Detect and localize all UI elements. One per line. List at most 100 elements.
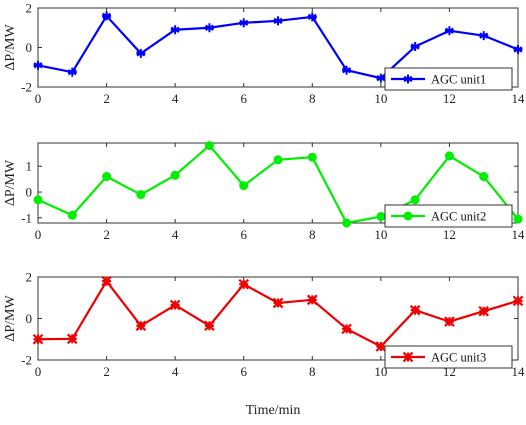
x-tick-label: 2: [103, 364, 110, 379]
y-tick-label: 1: [26, 159, 33, 174]
y-tick-label: 2: [26, 1, 33, 16]
data-point: [273, 155, 283, 165]
legend: AGC unit2: [384, 204, 513, 228]
x-tick-label: 12: [443, 227, 456, 242]
data-point: [307, 294, 318, 306]
data-point: [376, 212, 386, 222]
x-tick-label: 14: [512, 364, 526, 379]
x-tick-label: 6: [240, 227, 247, 242]
data-point: [409, 304, 421, 316]
y-tick-label: -2: [21, 353, 32, 368]
legend-marker: [402, 351, 414, 363]
data-point: [410, 42, 420, 52]
x-tick-label: 8: [309, 91, 316, 106]
y-tick-label: -1: [21, 210, 32, 225]
data-point: [375, 341, 387, 352]
x-tick-label: 8: [309, 227, 316, 242]
legend: AGC unit3: [384, 345, 513, 369]
legend: AGC unit1: [384, 67, 513, 91]
x-axis-label: Time/min: [246, 403, 301, 418]
data-point: [67, 210, 77, 220]
data-point: [170, 170, 180, 180]
data-point: [135, 320, 147, 332]
data-point: [169, 299, 181, 311]
x-tick-label: 6: [240, 364, 247, 379]
data-point: [444, 316, 455, 327]
data-point: [444, 151, 454, 161]
x-tick-label: 14: [512, 227, 526, 242]
x-tick-label: 10: [374, 91, 387, 106]
data-point: [67, 67, 77, 77]
data-point: [239, 181, 249, 191]
data-point: [204, 320, 215, 332]
y-tick-label: 0: [26, 40, 33, 55]
data-point: [376, 73, 386, 83]
data-point: [444, 26, 454, 36]
data-point: [33, 60, 43, 70]
y-tick-label: 0: [26, 185, 33, 200]
data-point: [33, 195, 43, 205]
x-tick-label: 4: [172, 91, 179, 106]
data-point: [341, 323, 352, 335]
data-point: [479, 31, 489, 41]
x-tick-label: 14: [512, 91, 526, 106]
data-point: [272, 297, 284, 309]
data-point: [102, 172, 112, 182]
data-point: [32, 333, 44, 345]
data-point: [101, 275, 112, 287]
y-tick-label: 0: [26, 311, 33, 326]
data-point: [513, 44, 523, 54]
data-point: [342, 218, 352, 228]
legend-label: AGC unit3: [431, 351, 486, 365]
x-tick-label: 10: [374, 364, 387, 379]
legend-box: [384, 67, 513, 91]
x-tick-label: 10: [374, 227, 387, 242]
y-axis-label: ΔP/MW: [3, 295, 18, 342]
data-point: [479, 172, 489, 182]
data-point: [478, 305, 489, 317]
data-point: [512, 295, 524, 307]
data-point: [513, 214, 523, 224]
x-tick-label: 4: [172, 364, 179, 379]
x-tick-label: 0: [35, 91, 42, 106]
y-axis-label: ΔP/MW: [3, 24, 18, 71]
legend-marker: [403, 74, 413, 84]
y-axis-label: ΔP/MW: [3, 159, 18, 206]
data-point: [238, 278, 249, 290]
series-line: [37, 279, 519, 348]
x-tick-label: 4: [172, 227, 179, 242]
data-point: [410, 195, 420, 205]
x-tick-label: 6: [240, 91, 247, 106]
data-point: [204, 23, 214, 33]
data-point: [102, 11, 112, 21]
data-point: [342, 65, 352, 75]
legend-marker: [403, 211, 413, 221]
plot-frame: [37, 142, 519, 224]
x-tick-label: 0: [35, 227, 42, 242]
data-point: [67, 333, 78, 345]
data-point: [239, 18, 249, 28]
x-tick-label: 12: [443, 91, 456, 106]
data-point: [136, 48, 146, 58]
legend-box: [384, 345, 513, 369]
legend-label: AGC unit1: [431, 73, 486, 87]
data-point: [204, 141, 214, 151]
legend-label: AGC unit2: [431, 210, 486, 224]
y-tick-label: -2: [21, 80, 32, 95]
y-tick-label: 2: [26, 270, 33, 285]
x-tick-label: 8: [309, 364, 316, 379]
data-point: [273, 16, 283, 26]
x-tick-label: 2: [103, 227, 110, 242]
data-point: [136, 190, 146, 200]
legend-box: [384, 204, 513, 228]
x-tick-label: 2: [103, 91, 110, 106]
data-point: [170, 25, 180, 35]
data-point: [307, 152, 317, 162]
data-point: [307, 12, 317, 22]
x-tick-label: 0: [35, 364, 42, 379]
